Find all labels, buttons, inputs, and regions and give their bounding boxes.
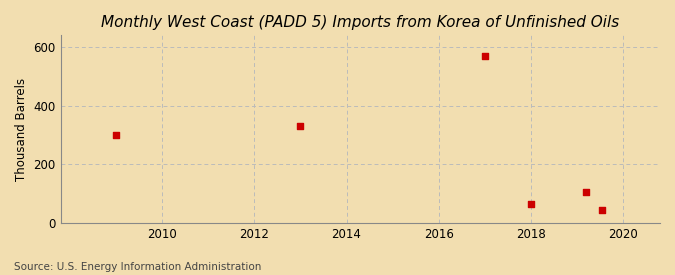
Point <box>580 190 591 194</box>
Point <box>295 124 306 128</box>
Point <box>479 54 490 58</box>
Y-axis label: Thousand Barrels: Thousand Barrels <box>15 78 28 181</box>
Point <box>111 133 122 137</box>
Point <box>526 202 537 206</box>
Title: Monthly West Coast (PADD 5) Imports from Korea of Unfinished Oils: Monthly West Coast (PADD 5) Imports from… <box>101 15 620 30</box>
Text: Source: U.S. Energy Information Administration: Source: U.S. Energy Information Administ… <box>14 262 261 272</box>
Point <box>597 208 608 212</box>
